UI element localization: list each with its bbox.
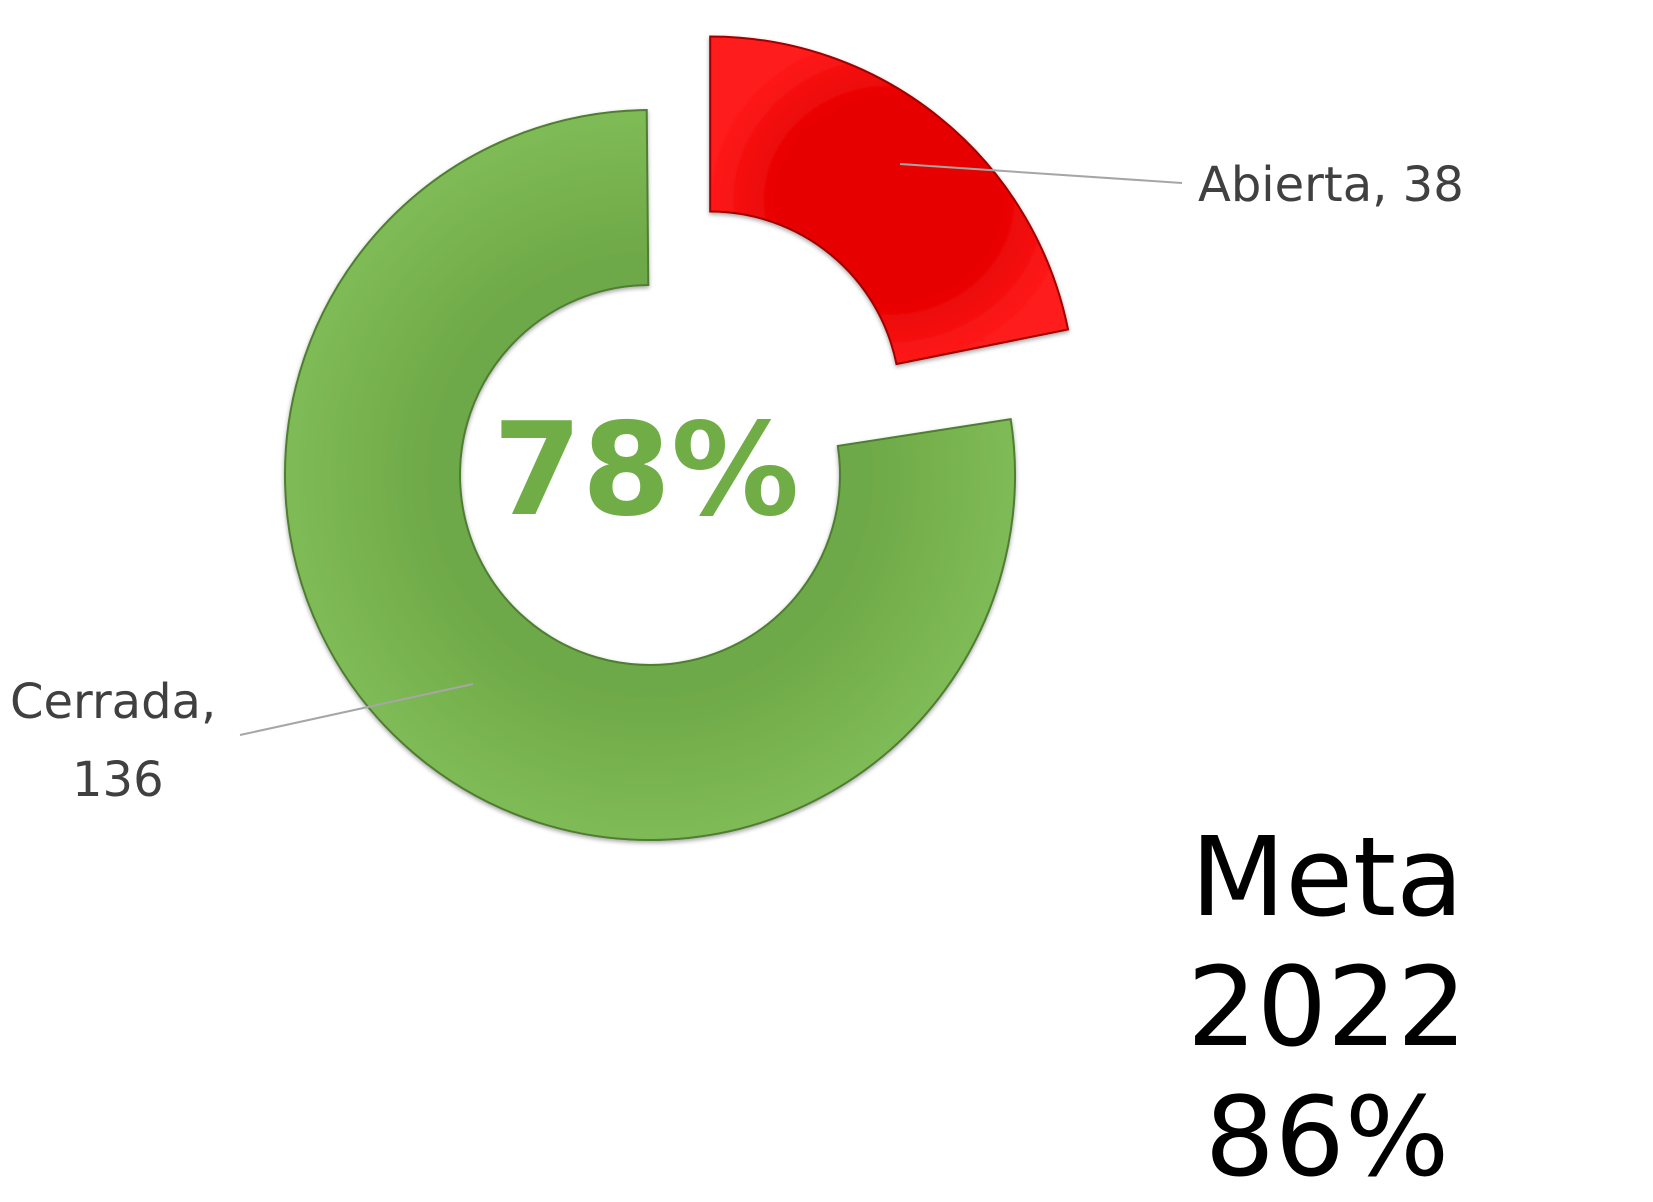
goal-box: Meta 2022 86%	[1047, 812, 1607, 1202]
label-abierta: Abierta, 38	[1198, 157, 1464, 213]
goal-title: Meta 2022	[1187, 813, 1467, 1071]
label-cerrada-line2: 136	[72, 752, 164, 808]
slice-cerrada	[283, 108, 1016, 841]
goal-value: 86%	[1204, 1073, 1450, 1201]
slice-abierta	[709, 35, 1070, 366]
leader-line-cerrada	[239, 683, 474, 736]
leader-line-abierta	[899, 163, 1183, 184]
donut-chart: Abierta, 38 Cerrada, 136 78%	[10, 35, 1464, 841]
center-percentage: 78%	[493, 396, 799, 545]
label-cerrada-line1: Cerrada,	[10, 674, 216, 730]
